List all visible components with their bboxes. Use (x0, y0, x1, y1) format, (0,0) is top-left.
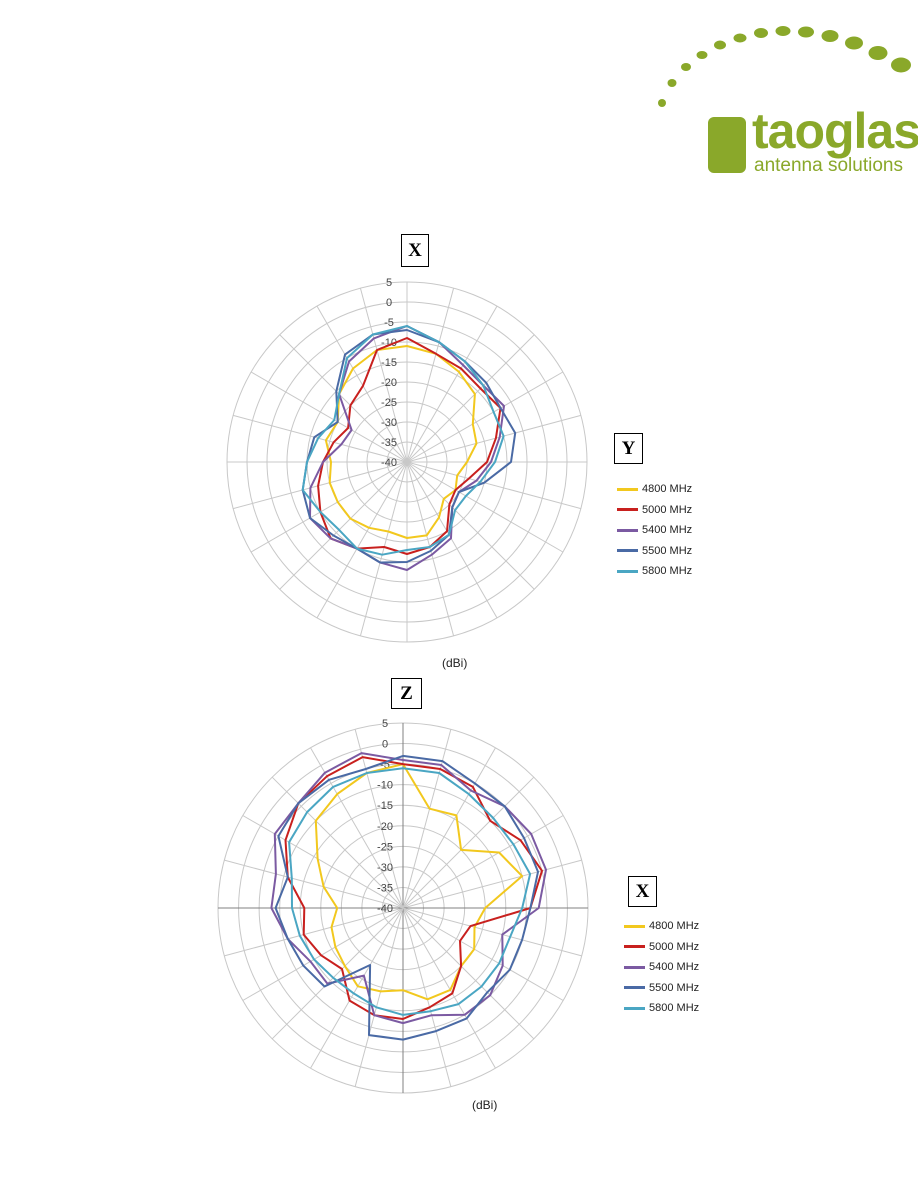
series-line-5500-mhz (301, 329, 517, 564)
grid-spoke (316, 305, 408, 463)
logo-arc-dots (658, 26, 911, 107)
grid-spoke (316, 461, 408, 619)
grid-spoke (359, 461, 408, 636)
grid-spoke (406, 461, 455, 636)
legend-item: 4800 MHz (617, 479, 692, 500)
grid-spoke (406, 461, 581, 510)
legend-item: 5500 MHz (617, 541, 692, 562)
chart2-axis-label-top: Z (391, 678, 422, 709)
legend-label: 5000 MHz (642, 503, 693, 516)
r-tick-label: -25 (381, 397, 397, 409)
r-tick-label: 5 (386, 277, 392, 289)
logo-tagline: antenna solutions (754, 155, 903, 176)
legend-label: 5500 MHz (649, 981, 700, 994)
grid-spoke (233, 461, 408, 510)
chart2-unit-label: (dBi) (472, 1098, 498, 1112)
grid-spoke (406, 334, 535, 463)
grid-spoke (279, 461, 408, 590)
series-line-5400-mhz (309, 325, 505, 571)
legend-swatch (617, 487, 638, 491)
legend-swatch (617, 569, 638, 573)
legend-swatch (624, 1006, 645, 1010)
legend-swatch (617, 508, 638, 512)
r-tick-label: -35 (381, 437, 397, 449)
legend-label: 5000 MHz (649, 940, 700, 953)
chart2-legend: 4800 MHz 5000 MHz 5400 MHz 5500 MHz 5800 MHz (624, 916, 699, 1019)
grid-spoke (233, 414, 408, 463)
legend-item: 5000 MHz (617, 500, 692, 521)
legend-label: 5800 MHz (649, 1002, 700, 1015)
chart1-legend: 4800 MHz 5000 MHz 5400 MHz 5500 MHz 5800 MHz (617, 479, 692, 582)
legend-swatch (624, 965, 645, 969)
r-tick-label: -15 (381, 357, 397, 369)
r-tick-label: -30 (381, 417, 397, 429)
legend-swatch (617, 528, 638, 532)
chart2-axis-label-right: X (628, 876, 657, 907)
grid-spoke (406, 305, 498, 463)
chart1-axis-label-top: X (401, 234, 429, 267)
legend-label: 5400 MHz (642, 524, 693, 537)
grid-spoke (250, 461, 408, 553)
legend-label: 5800 MHz (642, 565, 693, 578)
legend-swatch (624, 924, 645, 928)
legend-item: 5400 MHz (617, 520, 692, 541)
legend-label: 5500 MHz (642, 544, 693, 557)
grid-spoke (406, 371, 564, 463)
grid-spoke (406, 414, 581, 463)
logo-name: taoglas (752, 103, 918, 159)
r-tick-label: -20 (381, 377, 397, 389)
legend-item: 5400 MHz (624, 957, 699, 978)
chart1-unit-label: (dBi) (442, 656, 468, 670)
grid-spoke (406, 288, 455, 463)
r-tick-label: -5 (384, 317, 394, 329)
legend-label: 4800 MHz (642, 483, 693, 496)
grid-spoke (406, 461, 535, 590)
legend-item: 5800 MHz (624, 998, 699, 1019)
chart1-axis-label-right: Y (614, 433, 643, 464)
grid-spoke (406, 461, 564, 553)
grid-spoke (359, 288, 408, 463)
series-line-5800-mhz (301, 325, 505, 556)
r-tick-label: -40 (381, 457, 397, 469)
legend-label: 4800 MHz (649, 920, 700, 933)
legend-swatch (617, 549, 638, 553)
legend-item: 4800 MHz (624, 916, 699, 937)
grid-spoke (279, 334, 408, 463)
r-tick-label: 0 (386, 297, 392, 309)
legend-item: 5500 MHz (624, 978, 699, 999)
legend-swatch (624, 986, 645, 990)
polar-grid (226, 281, 588, 643)
legend-label: 5400 MHz (649, 961, 700, 974)
grid-spoke (406, 461, 498, 619)
legend-item: 5800 MHz (617, 561, 692, 582)
legend-item: 5000 MHz (624, 937, 699, 958)
grid-spoke (250, 371, 408, 463)
logo-icon (708, 117, 746, 173)
legend-swatch (624, 945, 645, 949)
